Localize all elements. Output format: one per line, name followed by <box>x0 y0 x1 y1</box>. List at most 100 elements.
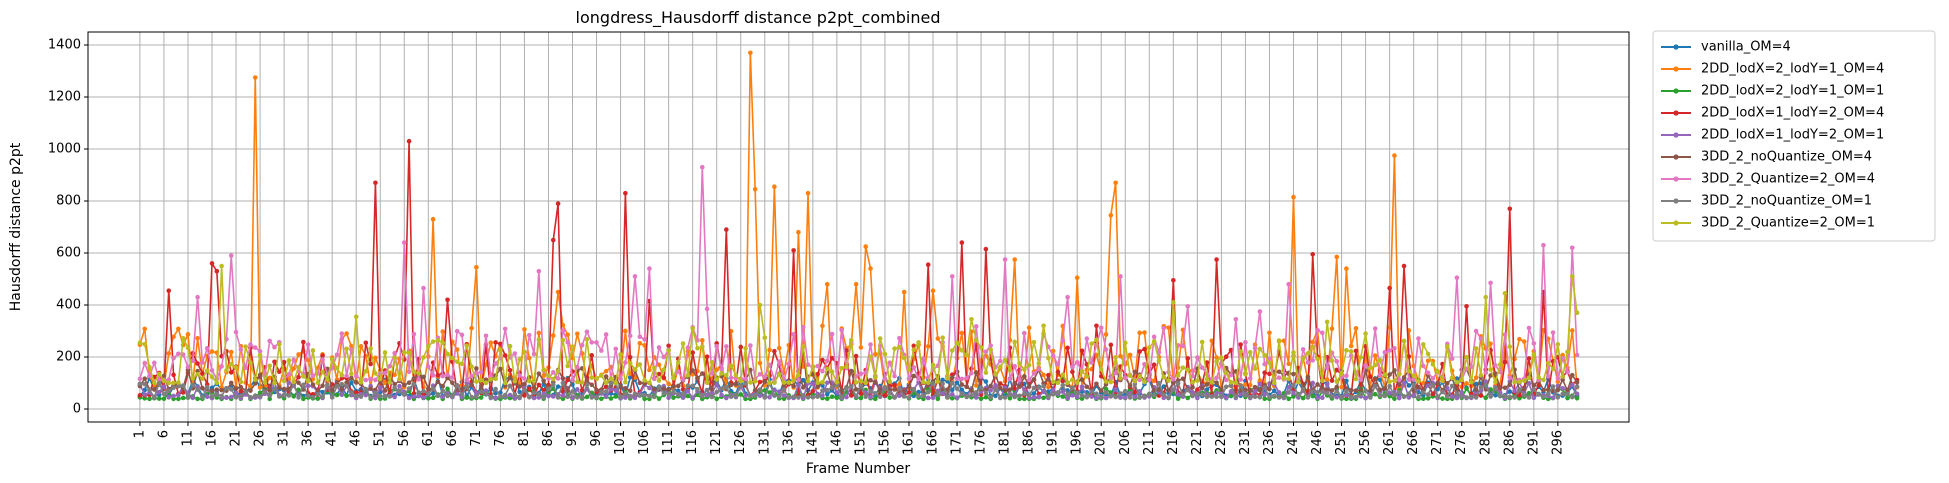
data-point <box>829 394 835 400</box>
data-point <box>426 344 431 349</box>
data-point <box>1459 394 1465 400</box>
data-point <box>623 379 628 385</box>
data-point <box>1411 393 1416 398</box>
data-point <box>1574 384 1580 389</box>
x-tick-label: 151 <box>853 430 868 455</box>
data-point <box>296 374 301 380</box>
data-point <box>709 371 715 376</box>
data-point <box>560 393 566 399</box>
data-point <box>1339 384 1344 390</box>
data-point <box>329 356 335 362</box>
data-point <box>728 363 734 368</box>
data-point <box>642 378 647 383</box>
data-point <box>762 395 768 400</box>
x-tick-label: 16 <box>205 430 220 447</box>
data-point <box>1171 278 1176 283</box>
data-point <box>200 360 205 365</box>
data-point <box>1329 358 1335 364</box>
data-point <box>690 395 695 401</box>
data-point <box>392 350 397 356</box>
data-point <box>743 376 748 382</box>
data-point <box>257 349 263 354</box>
data-point <box>315 380 321 386</box>
data-point <box>1493 386 1498 391</box>
data-point <box>262 389 268 395</box>
data-point <box>272 344 277 350</box>
data-point <box>757 360 763 366</box>
data-point <box>1396 395 1402 401</box>
data-point <box>949 380 955 386</box>
data-point <box>714 343 719 349</box>
data-point <box>267 396 272 402</box>
data-point <box>810 388 816 394</box>
data-point <box>416 371 421 376</box>
data-point <box>671 384 676 389</box>
data-point <box>166 395 172 400</box>
data-point <box>1214 359 1219 364</box>
data-point <box>1127 373 1133 378</box>
data-point <box>1147 345 1152 350</box>
data-point <box>435 393 441 399</box>
data-point <box>228 394 234 400</box>
data-point <box>228 370 234 375</box>
data-point <box>1147 392 1152 397</box>
data-point <box>1324 387 1330 393</box>
data-point <box>382 370 388 376</box>
data-point <box>959 376 965 382</box>
data-point <box>421 395 426 400</box>
data-point <box>459 386 465 392</box>
data-point <box>1569 382 1575 388</box>
data-point <box>1089 360 1094 365</box>
data-point <box>820 388 825 393</box>
data-point <box>209 374 215 380</box>
data-point <box>257 352 263 358</box>
data-point <box>286 393 292 398</box>
data-point <box>1243 387 1248 392</box>
data-point <box>680 341 686 346</box>
data-point <box>839 394 844 400</box>
data-point <box>719 367 724 372</box>
data-point <box>560 328 566 333</box>
data-point <box>1012 386 1018 391</box>
data-point <box>387 363 393 369</box>
data-point <box>1098 395 1104 400</box>
data-point <box>1493 363 1498 368</box>
data-point <box>349 380 354 385</box>
data-point <box>1310 252 1316 257</box>
data-point <box>877 394 883 400</box>
data-point <box>1555 387 1561 393</box>
data-point <box>1175 373 1181 378</box>
data-point <box>786 361 792 367</box>
data-point <box>897 385 902 391</box>
data-point <box>161 378 167 384</box>
data-point <box>767 380 772 386</box>
data-point <box>1161 374 1167 380</box>
data-point <box>464 395 470 400</box>
data-point <box>748 394 753 399</box>
data-point <box>180 390 186 395</box>
data-point <box>767 390 772 395</box>
data-point <box>1454 391 1460 396</box>
data-point <box>810 381 816 386</box>
data-point <box>599 373 604 378</box>
data-point <box>1382 386 1388 391</box>
data-point <box>1094 391 1099 397</box>
data-point <box>824 366 830 372</box>
data-point <box>810 364 816 369</box>
data-point <box>291 394 297 399</box>
data-point <box>1517 387 1522 392</box>
data-point <box>1276 390 1282 395</box>
data-point <box>474 366 479 371</box>
data-point <box>762 335 768 341</box>
data-point <box>1247 349 1253 355</box>
data-point <box>748 50 753 56</box>
data-point <box>1483 379 1489 384</box>
data-point <box>983 370 989 375</box>
data-point <box>848 383 854 389</box>
data-point <box>978 374 984 379</box>
data-point <box>724 372 729 378</box>
data-point <box>1372 326 1378 331</box>
data-point <box>377 376 383 382</box>
data-point <box>555 201 561 206</box>
data-point <box>1401 263 1407 269</box>
